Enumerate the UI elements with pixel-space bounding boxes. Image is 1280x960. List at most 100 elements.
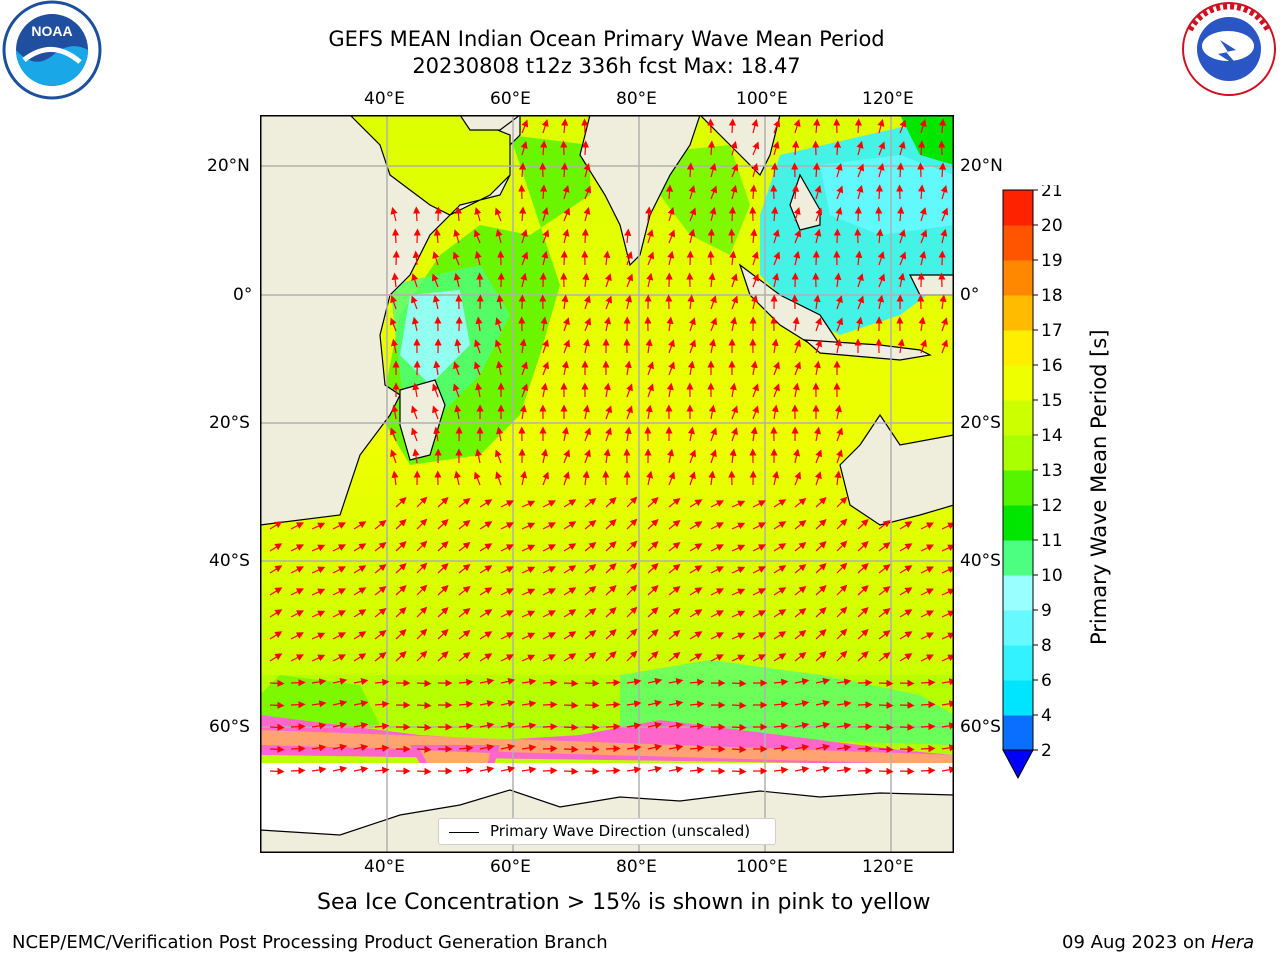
wave-arrow xyxy=(353,765,369,774)
colorbar-tick-label: 2 xyxy=(1041,741,1052,761)
wave-arrow xyxy=(815,339,822,354)
wave-arrow xyxy=(541,207,549,222)
wave-arrow xyxy=(563,317,570,332)
wave-arrow xyxy=(416,701,432,709)
colorbar-extend-arrow xyxy=(1002,749,1034,780)
wave-arrow xyxy=(454,206,462,222)
wave-arrow xyxy=(437,629,449,640)
wave-arrow xyxy=(878,745,894,753)
wave-arrow xyxy=(353,699,369,708)
wave-arrow xyxy=(878,586,891,596)
wave-arrow xyxy=(668,699,684,708)
wave-arrow xyxy=(647,607,659,618)
wave-arrow xyxy=(668,651,681,662)
wave-arrow xyxy=(941,700,957,708)
wave-arrow xyxy=(563,543,577,552)
wave-arrow xyxy=(731,679,747,687)
wave-arrow xyxy=(395,519,407,530)
wave-arrow xyxy=(751,118,759,134)
wave-arrow xyxy=(920,229,928,244)
wave-arrow xyxy=(416,562,428,574)
wave-arrow xyxy=(395,651,407,662)
colorbar-tick-label: 8 xyxy=(1041,636,1052,656)
wave-arrow xyxy=(416,518,428,530)
lat-label-right: 60°S xyxy=(960,717,1001,737)
wave-arrow xyxy=(899,609,913,618)
wave-arrow xyxy=(311,722,327,730)
wave-arrow xyxy=(689,339,696,354)
wave-arrow xyxy=(374,541,387,552)
wave-arrow xyxy=(752,405,759,420)
colorbar-bin xyxy=(1003,260,1033,296)
wave-arrow xyxy=(605,607,617,618)
wave-arrow xyxy=(878,520,891,530)
wave-arrow xyxy=(542,544,557,552)
wave-arrow xyxy=(857,629,869,640)
wave-arrow xyxy=(854,206,862,222)
wave-arrow xyxy=(792,140,800,156)
wave-arrow xyxy=(689,722,705,730)
wave-arrow xyxy=(833,140,842,156)
wave-arrow xyxy=(521,500,536,508)
wave-arrow xyxy=(836,766,852,774)
wave-arrow xyxy=(563,471,570,486)
wave-arrow xyxy=(668,743,684,752)
wave-arrow xyxy=(581,140,589,156)
wave-arrow xyxy=(519,206,527,222)
wave-arrow xyxy=(519,404,527,420)
wave-arrow xyxy=(473,229,481,244)
wave-arrow xyxy=(689,207,697,222)
wave-arrow xyxy=(794,541,807,552)
wave-arrow xyxy=(374,744,390,752)
wave-arrow xyxy=(374,607,387,618)
wave-arrow xyxy=(520,141,528,156)
colorbar: 2 4 6 8 9 10 11 12 13 14 15 16 17 18 19 20 21 xyxy=(990,181,1110,785)
wave-arrow xyxy=(750,228,758,244)
wave-arrow xyxy=(647,721,663,729)
wave-arrow xyxy=(710,632,725,640)
wave-arrow xyxy=(834,272,842,288)
wave-arrow xyxy=(605,745,621,753)
wave-arrow xyxy=(475,316,483,332)
wave-arrow xyxy=(899,653,913,662)
wave-arrow xyxy=(563,767,579,775)
wave-arrow xyxy=(562,184,570,200)
wave-arrow xyxy=(689,744,705,752)
map-title: GEFS MEAN Indian Ocean Primary Wave Mean… xyxy=(328,27,885,51)
wave-arrow xyxy=(793,119,801,134)
wave-arrow xyxy=(836,628,848,640)
wave-arrow xyxy=(710,610,725,618)
wave-arrow xyxy=(836,650,848,662)
wave-arrow xyxy=(353,743,369,752)
wave-arrow xyxy=(877,162,885,178)
lon-label-top: 60°E xyxy=(490,89,531,109)
wave-arrow xyxy=(542,229,550,244)
wave-arrow xyxy=(269,631,283,640)
wave-arrow xyxy=(542,500,557,508)
wave-arrow xyxy=(391,470,399,486)
wave-arrow xyxy=(836,584,848,596)
wave-arrow xyxy=(311,566,326,574)
lon-label-bottom: 80°E xyxy=(616,857,657,877)
wave-arrow xyxy=(432,383,439,398)
wave-arrow xyxy=(878,701,894,709)
wave-arrow xyxy=(582,338,591,354)
wave-arrow xyxy=(500,765,516,773)
wave-arrow xyxy=(794,699,810,708)
wave-arrow xyxy=(605,405,612,420)
wave-arrow xyxy=(773,653,787,662)
wave-arrow xyxy=(479,765,495,774)
lon-label-bottom: 60°E xyxy=(490,857,531,877)
wave-arrow xyxy=(857,163,865,178)
wave-direction-arrows xyxy=(269,118,957,775)
host-name: Hera xyxy=(1211,932,1255,953)
wave-arrow xyxy=(689,449,697,464)
wave-arrow xyxy=(495,317,502,332)
wave-arrow xyxy=(269,653,283,662)
wave-arrow xyxy=(665,184,674,200)
wave-arrow xyxy=(416,606,428,618)
wave-arrow xyxy=(731,522,746,530)
wave-arrow xyxy=(919,119,927,134)
wave-arrow xyxy=(521,744,537,752)
wave-arrow xyxy=(542,522,557,530)
